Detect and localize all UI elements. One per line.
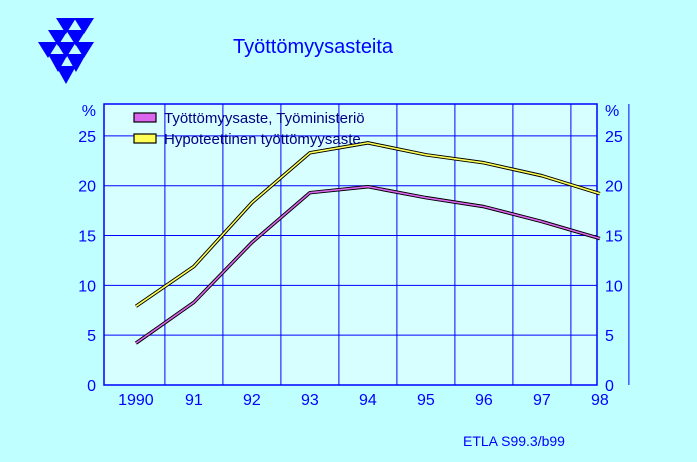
x-tick-label: 91 [185,392,203,409]
y-tick-label-left: 15 [78,229,96,246]
x-tick-label: 94 [359,392,377,409]
legend-label: Hypoteettinen työttömyysaste [164,131,361,148]
y-tick-label-right: 5 [605,328,614,345]
y-tick-label-right: 10 [605,278,623,295]
y-tick-label-left: 10 [78,278,96,295]
x-tick-label: 96 [475,392,493,409]
y-unit-right: % [605,103,619,120]
x-tick-label: 93 [301,392,319,409]
y-tick-label-right: 20 [605,179,623,196]
x-tick-label: 92 [243,392,261,409]
chart-title: Työttömyysasteita [233,36,394,58]
x-tick-label: 95 [417,392,435,409]
y-tick-label-left: 0 [87,378,96,395]
y-tick-label-right: 25 [605,129,623,146]
x-tick-label: 98 [591,392,609,409]
x-tick-label: 97 [533,392,551,409]
y-unit-left: % [82,103,96,120]
source-credit: ETLA S99.3/b99 [463,433,565,449]
y-tick-label-left: 5 [87,328,96,345]
legend-swatch [133,112,157,123]
legend-swatch [133,133,157,144]
y-tick-label-left: 20 [78,179,96,196]
y-tick-label-left: 25 [78,129,96,146]
etla-logo-icon [38,18,94,84]
plot-area [103,103,598,386]
x-tick-label: 1990 [118,392,154,409]
series-line-2 [135,142,601,307]
y-tick-label-right: 15 [605,229,623,246]
y-tick-label-right: 0 [605,378,614,395]
series-line-1 [135,185,601,344]
legend-label: Työttömyysaste, Työministeriö [164,110,365,127]
